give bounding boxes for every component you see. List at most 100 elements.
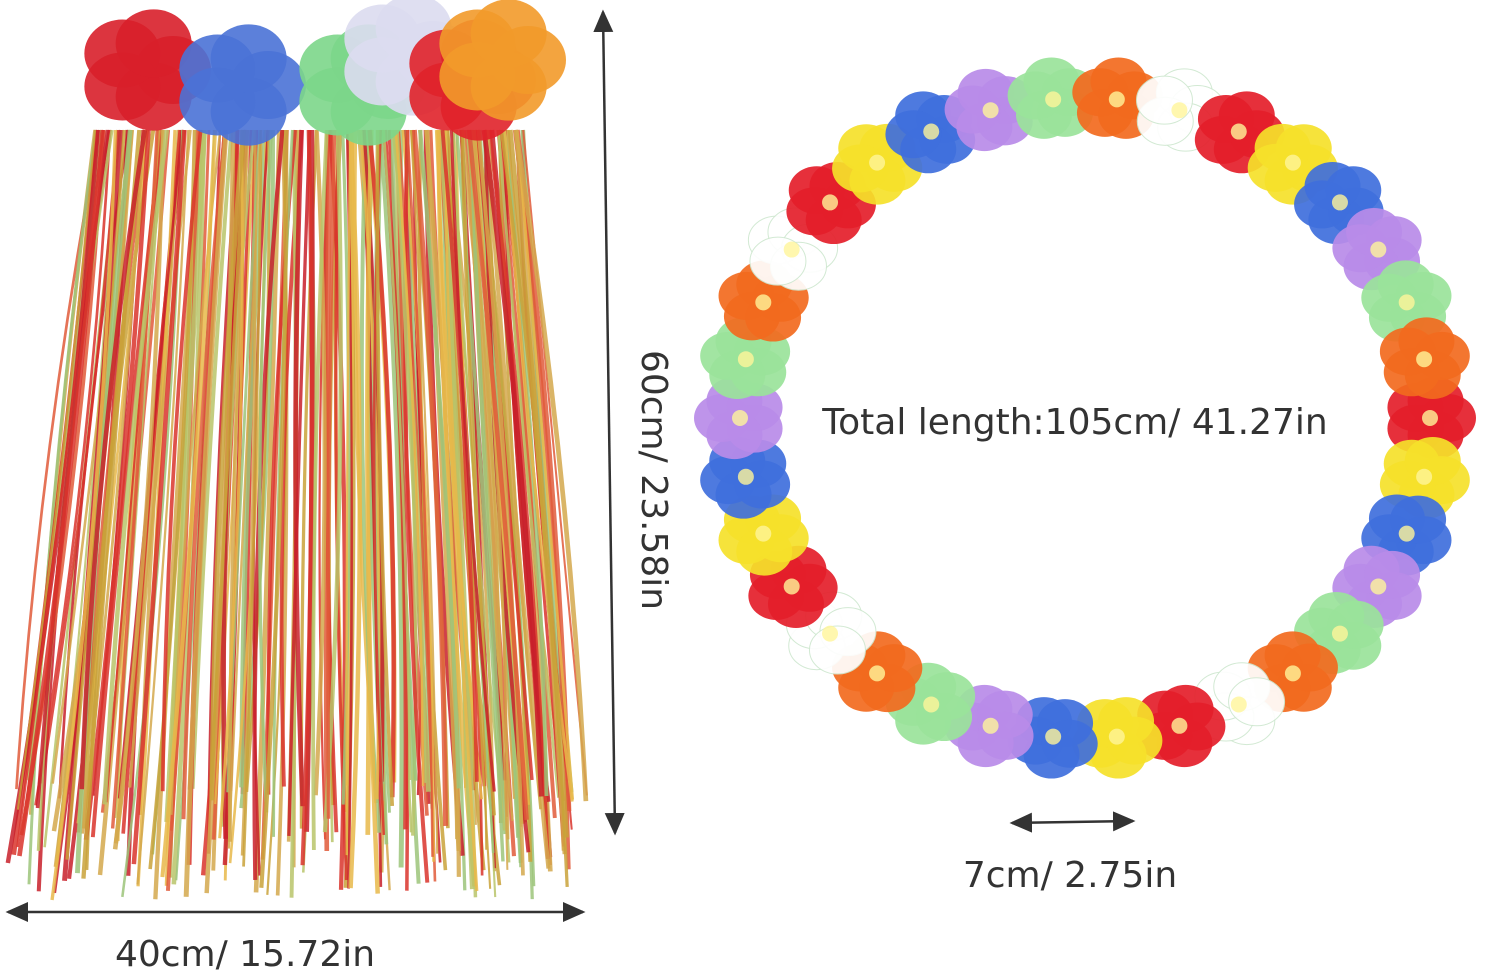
lei-center — [737, 351, 754, 368]
lei-center — [1416, 351, 1433, 368]
lei-petal — [723, 292, 780, 341]
lei-center — [1171, 102, 1188, 119]
strand — [113, 129, 165, 844]
lei-petal — [1327, 600, 1384, 649]
lei-center — [1108, 728, 1125, 745]
strand — [164, 129, 208, 823]
strand — [409, 129, 439, 854]
lei-center — [1398, 294, 1415, 311]
lei-petal — [786, 187, 843, 236]
lei-petal — [1228, 677, 1286, 727]
strand — [227, 129, 262, 849]
strand — [300, 129, 314, 866]
strand — [348, 129, 362, 889]
strand — [81, 129, 156, 829]
strand — [209, 129, 246, 801]
lei-center — [1370, 578, 1387, 595]
strand — [242, 129, 263, 867]
strand — [34, 129, 112, 806]
strand — [190, 129, 234, 789]
strand — [131, 129, 187, 865]
lei-center — [1398, 525, 1415, 542]
lei-center — [822, 194, 839, 211]
strand — [401, 129, 436, 862]
strand — [440, 129, 479, 782]
lei-center — [923, 696, 940, 713]
lei-center — [923, 123, 940, 140]
lei-center — [783, 241, 800, 258]
lei-center — [869, 154, 886, 171]
strand — [253, 129, 282, 893]
lei-center — [1370, 241, 1387, 258]
strand — [375, 129, 395, 807]
lei-center — [1284, 665, 1301, 682]
lei-center — [1108, 91, 1125, 108]
strand — [411, 129, 449, 826]
lei-center — [1230, 696, 1247, 713]
strand — [394, 129, 425, 787]
strand — [334, 129, 349, 881]
grass-skirt — [5, 0, 589, 901]
lei-petal — [1007, 71, 1064, 120]
strand — [287, 129, 312, 836]
strand — [160, 129, 218, 878]
strand — [378, 129, 405, 868]
strand — [497, 129, 560, 798]
lei-petal — [1377, 260, 1434, 309]
lei-center — [1171, 717, 1188, 734]
strand — [293, 129, 306, 807]
skirt-length-label: 60cm/ 23.58in — [633, 350, 674, 610]
length-arrow — [593, 9, 625, 836]
lei-petal — [736, 527, 793, 576]
waist-petal — [115, 9, 192, 78]
strand — [513, 129, 589, 802]
lei-petal — [1398, 317, 1455, 366]
strand — [507, 129, 569, 838]
lei-petal — [859, 664, 916, 713]
strand — [382, 129, 412, 781]
lei-petal — [1346, 208, 1403, 257]
strand — [259, 129, 289, 888]
lei-length-label: Total length:105cm/ 41.27in — [821, 402, 1327, 443]
strand — [40, 129, 120, 784]
lei-center — [982, 717, 999, 734]
strand — [468, 129, 508, 835]
waist-petal — [210, 24, 287, 93]
strand — [406, 129, 434, 857]
strand — [326, 129, 337, 819]
lei-center — [1331, 625, 1348, 642]
strand — [83, 129, 151, 841]
strand — [110, 129, 159, 829]
flower-arrow — [1009, 811, 1136, 833]
lei-center — [1284, 154, 1301, 171]
lei-center — [1045, 728, 1062, 745]
strand — [481, 129, 544, 797]
lei-center — [1331, 194, 1348, 211]
strand — [136, 129, 190, 885]
lei-center — [755, 294, 772, 311]
flower-lei — [694, 57, 1476, 779]
lei-center — [1416, 468, 1433, 485]
lei-center — [755, 525, 772, 542]
lei-petal — [709, 351, 766, 400]
lei-center — [869, 665, 886, 682]
lei-petal — [706, 411, 763, 460]
lei-center — [1045, 91, 1062, 108]
lei-petal — [1135, 75, 1193, 125]
waist-petal — [470, 0, 547, 68]
lei-center — [732, 410, 748, 426]
strand — [17, 129, 105, 857]
lei-petal — [977, 711, 1034, 760]
strand — [322, 129, 343, 833]
strand — [313, 129, 327, 796]
skirt-width-label: 40cm/ 15.72in — [115, 934, 375, 975]
lei-petal — [1169, 702, 1226, 751]
strand — [50, 129, 118, 901]
strand — [27, 129, 98, 885]
strand — [181, 129, 227, 820]
lei-petal — [1390, 495, 1447, 544]
lei-petal — [885, 110, 942, 159]
strand — [258, 129, 274, 813]
